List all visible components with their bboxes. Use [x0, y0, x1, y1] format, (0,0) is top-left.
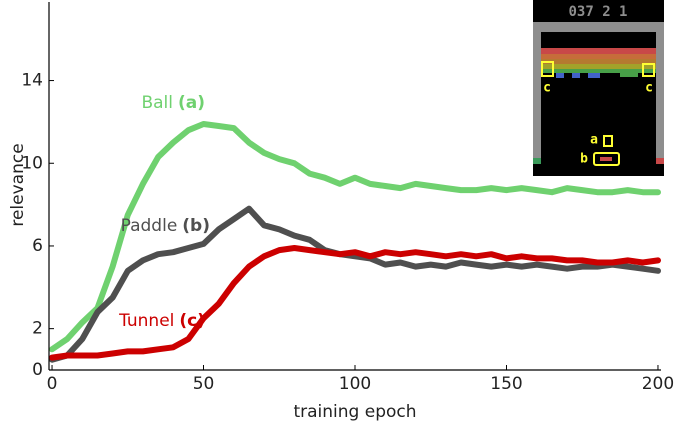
inset-label: b [580, 152, 588, 167]
y-axis-label: relevance [8, 143, 28, 226]
x-tick-label: 100 [339, 374, 371, 394]
series-annotation: Ball (a) [141, 93, 205, 113]
series-tag: (a) [178, 93, 205, 113]
y-tick-label: 2 [32, 319, 43, 339]
series-line [49, 245, 661, 361]
series-annotation: Paddle (b) [121, 216, 210, 236]
series-name: Tunnel [118, 311, 174, 331]
x-axis-label: training epoch [293, 402, 416, 422]
inset-score: 037 2 1 [568, 4, 627, 20]
series-annotation: Tunnel (c) [118, 311, 205, 331]
inset-label: c [645, 81, 653, 96]
x-tick-label: 50 [193, 374, 215, 394]
x-tick-label: 0 [47, 374, 58, 394]
x-tick-label: 150 [490, 374, 522, 394]
x-tick-label: 200 [642, 374, 674, 394]
series-name: Paddle [121, 216, 178, 236]
series-line [49, 205, 661, 363]
y-tick-label: 10 [21, 153, 43, 173]
series-name: Ball [141, 93, 173, 113]
y-tick-label: 6 [32, 236, 43, 256]
series-line [49, 121, 661, 353]
y-tick-label: 14 [21, 71, 43, 91]
y-tick-label: 0 [32, 360, 43, 380]
inset-label: c [543, 81, 551, 96]
series-tag: (b) [182, 216, 210, 236]
series-tag: (c) [179, 311, 205, 331]
game-inset: 037 2 1 a b c c [533, 0, 664, 176]
inset-label: a [590, 133, 598, 148]
